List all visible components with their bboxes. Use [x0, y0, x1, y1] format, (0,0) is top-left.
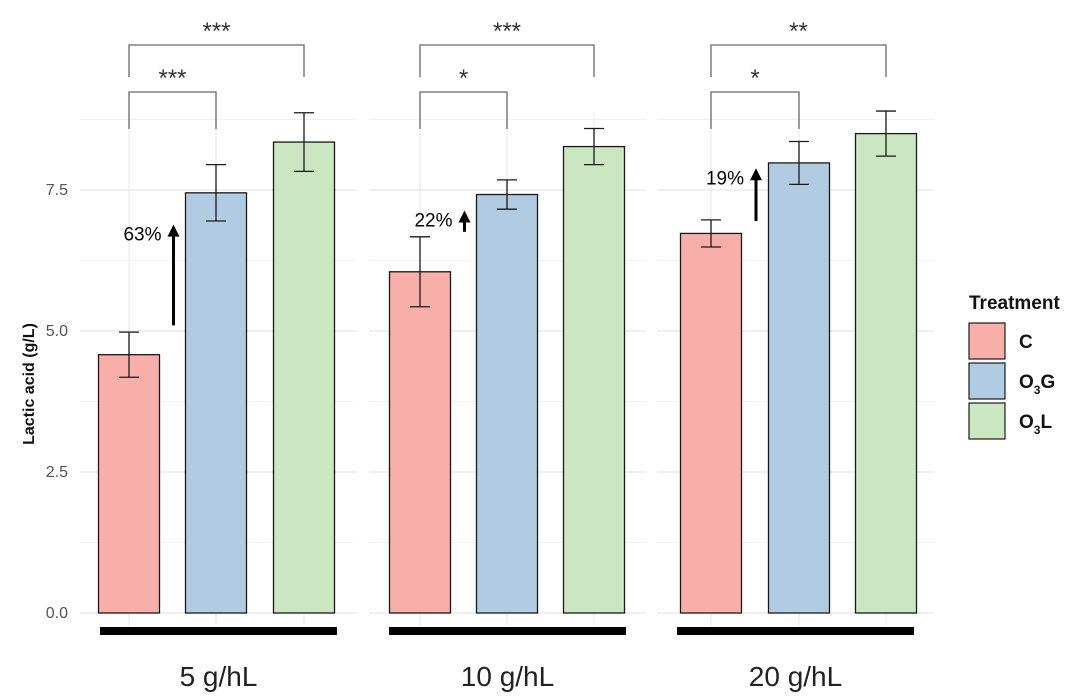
facet-axis-bar	[677, 627, 914, 635]
legend-title: Treatment	[969, 293, 1060, 314]
legend-label-subscript: 3	[1034, 383, 1041, 397]
increase-percent: 63%	[123, 225, 161, 246]
significance-bracket	[128, 44, 305, 77]
legend-label-suffix: L	[1040, 412, 1052, 433]
significance-stars: *	[750, 65, 759, 92]
legend-label: O3L	[1019, 412, 1052, 437]
facet-axis-bar	[389, 627, 626, 635]
increase-percent: 22%	[414, 211, 452, 232]
bar	[679, 232, 743, 614]
significance-stars: *	[459, 65, 468, 92]
significance-bracket	[128, 91, 217, 129]
significance-bracket	[419, 91, 508, 129]
y-tick-label: 7.5	[46, 182, 68, 199]
facet-panel: ***19%20 g/hL	[657, 18, 934, 692]
bar	[767, 162, 831, 614]
y-axis-label: Lactic acid (g/L)	[21, 323, 38, 445]
significance-stars: **	[789, 18, 808, 45]
bar	[184, 192, 248, 614]
increase-arrow-head	[167, 224, 180, 237]
bar	[475, 193, 539, 614]
legend-label: C	[1019, 332, 1033, 353]
bar	[272, 141, 336, 614]
bar	[854, 132, 918, 614]
legend-swatch	[968, 322, 1006, 360]
legend-label: O3G	[1019, 372, 1055, 397]
significance-bracket	[710, 44, 887, 77]
y-tick-label: 5.0	[46, 323, 68, 340]
legend-entry: O3G	[968, 362, 1055, 400]
increase-arrow-head	[458, 210, 471, 223]
facet-axis-bar	[100, 627, 337, 635]
y-axis: Lactic acid (g/L) 0.0 2.5 5.0 7.5	[21, 182, 68, 622]
bar	[388, 271, 452, 614]
facet-panels: ******63%5 g/hL****22%10 g/hL***19%20 g/…	[80, 18, 934, 692]
increase-arrow-head	[750, 168, 762, 181]
legend-swatch	[968, 402, 1006, 440]
legend-swatch	[968, 362, 1006, 400]
bar	[97, 354, 161, 614]
legend-entry: O3L	[968, 402, 1052, 440]
legend-label-suffix: G	[1040, 372, 1055, 393]
significance-stars: ***	[158, 65, 186, 92]
increase-percent: 19%	[706, 168, 744, 189]
legend-label-subscript: 3	[1034, 423, 1041, 437]
significance-stars: ***	[493, 18, 521, 45]
y-tick-label: 2.5	[46, 464, 68, 481]
y-tick-label: 0.0	[46, 605, 68, 622]
facet-label: 10 g/hL	[461, 661, 554, 692]
significance-bracket	[419, 44, 595, 77]
significance-stars: ***	[202, 18, 230, 45]
bar	[562, 145, 626, 614]
significance-bracket	[710, 91, 800, 129]
facet-panel: *** *** 63% 5 g/hL	[80, 18, 357, 692]
legend-entry: C	[968, 322, 1033, 360]
facet-label: 20 g/hL	[749, 661, 842, 692]
legend: Treatment C O3G O3L	[968, 293, 1060, 440]
facet-panel: ****22%10 g/hL	[369, 18, 646, 692]
facet-label: 5 g/hL	[180, 661, 258, 692]
